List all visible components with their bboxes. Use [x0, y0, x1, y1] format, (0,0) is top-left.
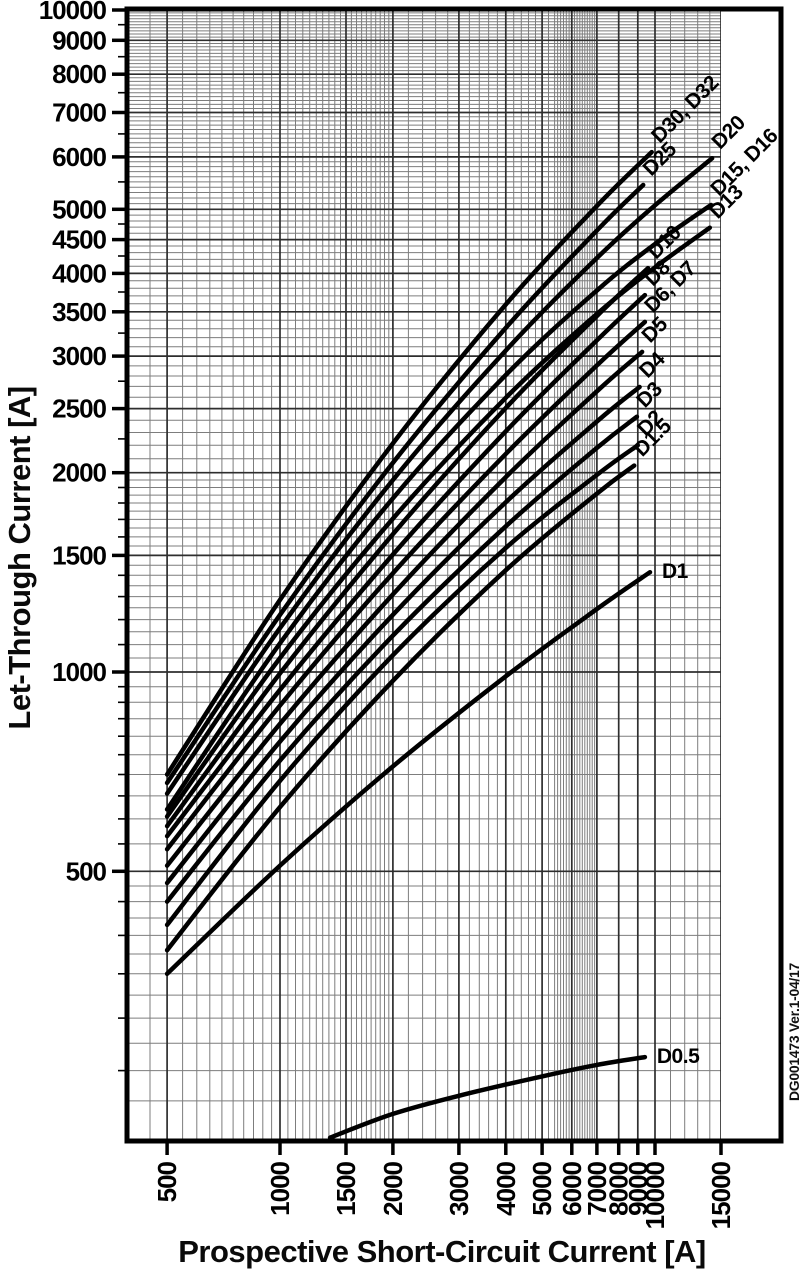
curve-D4 [164, 384, 642, 886]
y-tick-label: 8000 [52, 59, 106, 89]
grid-minor-lines [127, 9, 721, 1141]
x-axis-title: Prospective Short-Circuit Current [A] [178, 1234, 706, 1269]
y-tick-label: 4000 [52, 258, 106, 288]
y-tick-label: 3500 [52, 297, 106, 327]
y-tick-label: 1500 [52, 540, 106, 570]
x-tick-label: 3000 [444, 1161, 474, 1215]
curve-label-D25: D25 [638, 138, 681, 181]
curve-D13 [164, 225, 713, 819]
y-tick-label: 6000 [52, 142, 106, 172]
curve-label-D1: D1 [662, 560, 689, 583]
x-tick-label: 5000 [527, 1161, 557, 1215]
x-tick-label: 9000 [623, 1161, 653, 1215]
y-tick-label: 1000 [52, 657, 106, 687]
y-tick-label: 4500 [52, 225, 106, 255]
y-tick-label: 3000 [52, 341, 106, 371]
y-axis-title: Let-Through Current [A] [2, 386, 37, 730]
x-tick-label: 1500 [331, 1161, 361, 1215]
x-tick-label: 6000 [557, 1161, 587, 1215]
curve-D8 [164, 292, 648, 839]
curve-D30-D32 [164, 149, 654, 777]
curve-D6-D7 [164, 319, 648, 852]
y-tick-label: 5000 [52, 194, 106, 224]
curve-D10 [164, 265, 651, 829]
document-code: DG001473 Ver.1-04/17 [786, 963, 802, 1102]
curve-D5 [164, 349, 645, 868]
y-tick-label: 10000 [39, 0, 107, 25]
y-tick-label: 2000 [52, 458, 106, 488]
x-tick-label: 2000 [378, 1161, 408, 1215]
curve-label-D0.5: D0.5 [657, 1045, 700, 1068]
x-tick-label: 4000 [491, 1161, 521, 1215]
curve-D15-D16 [164, 202, 714, 812]
curves [164, 149, 715, 1140]
x-tick-label: 8000 [604, 1161, 634, 1215]
curve-D3 [164, 414, 640, 904]
curve-D20 [164, 156, 715, 796]
y-tick-label: 500 [66, 856, 107, 886]
y-tick-label: 9000 [52, 25, 106, 55]
x-tick-label: 1000 [265, 1161, 295, 1215]
curve-D1.5 [164, 463, 637, 953]
y-tick-label: 2500 [52, 394, 106, 424]
x-tick-labels: 500 1000 1500 2000 3000 4000 5000 6000700080009… [152, 1161, 736, 1229]
plot-border [124, 6, 784, 1144]
x-tick-label: 10000 [640, 1161, 670, 1229]
x-tick-label: 15000 [706, 1161, 736, 1229]
x-tick-label: 500 [152, 1161, 182, 1202]
y-tick-label: 7000 [52, 98, 106, 128]
curve-D25 [164, 182, 646, 786]
curve-D0.5 [327, 1054, 648, 1140]
x-tick-label: 7000 [582, 1161, 612, 1215]
curve-label-D5: D5 [637, 312, 672, 347]
curve-D2 [164, 443, 641, 928]
curve-D1 [164, 569, 653, 977]
